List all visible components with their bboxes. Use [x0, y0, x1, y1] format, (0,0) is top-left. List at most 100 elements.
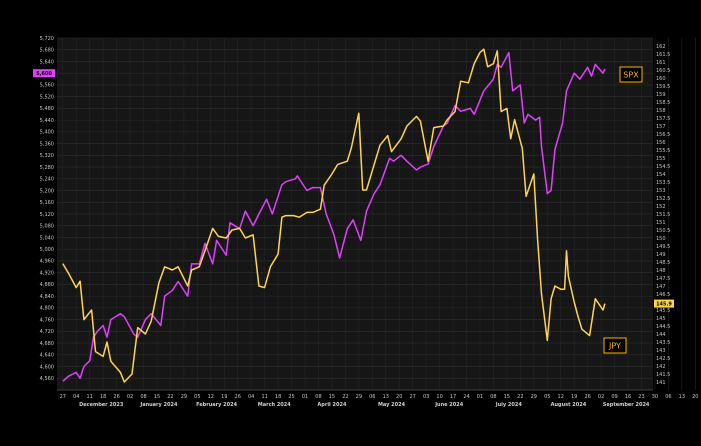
left-axis-tick-label: 5,280 [40, 165, 54, 171]
legend-tag-box-spx [619, 66, 643, 83]
x-axis-day-label: 22 [517, 394, 523, 400]
x-axis: 27 04 11 18 26 02 08 15 22 29 05 12 19 26 04 11 18 25 01 08… [57, 389, 698, 408]
x-axis-day-label: 20 [396, 394, 402, 400]
x-axis-day-label: 13 [679, 394, 685, 400]
right-axis-tick-label: 145 [656, 316, 666, 322]
right-axis-tick-label: 143 [656, 348, 666, 354]
right-axis-tick-label: 149.5 [656, 244, 670, 250]
right-axis-tick-label: 156 [656, 140, 666, 146]
x-axis-day-label: 11 [261, 394, 267, 400]
x-axis-day-label: 20 [692, 394, 698, 400]
x-axis-month-label: September 2024 [603, 402, 650, 408]
left-axis-tick-label: 5,480 [40, 106, 54, 112]
right-axis-tick-label: 145.5 [656, 308, 670, 314]
left-axis-tick-label: 5,080 [40, 224, 54, 230]
x-axis-day-label: 05 [194, 394, 200, 400]
right-axis-tick-label: 162 [656, 44, 666, 50]
right-axis-tick-label: 158.5 [656, 100, 670, 106]
right-axis-tick-label: 144 [656, 332, 666, 338]
series-line-spx [62, 51, 606, 382]
x-axis-day-label: 04 [73, 394, 79, 400]
right-current-value-box [654, 299, 674, 308]
left-axis-tick-label: 5,240 [40, 177, 54, 183]
x-axis-month-label: January 2024 [139, 402, 178, 408]
right-axis-tick-label: 160.5 [656, 68, 670, 74]
x-axis-day-label: 27 [409, 394, 415, 400]
x-axis-day-label: 04 [248, 394, 254, 400]
left-axis-tick-label: 4,920 [40, 270, 54, 276]
left-axis-tick-label: 5,160 [40, 200, 54, 206]
x-axis-month-label: March 2024 [258, 402, 292, 408]
right-axis-tick-label: 161.5 [656, 52, 670, 58]
left-axis-tick-label: 5,400 [40, 130, 54, 136]
legend-tags: SPX JPY [603, 66, 643, 354]
x-axis-day-label: 29 [181, 394, 187, 400]
x-axis-month-label: May 2024 [378, 402, 406, 408]
left-axis-tick-label: 4,640 [40, 353, 54, 359]
right-axis-tick-label: 150.5 [656, 228, 670, 234]
right-axis-tick-label: 156.5 [656, 132, 670, 138]
left-axis-tick-label: 4,680 [40, 341, 54, 347]
left-axis-tick-label: 4,840 [40, 294, 54, 300]
left-axis-tick-label: 5,680 [40, 48, 54, 54]
left-axis-tick-label: 5,360 [40, 141, 54, 147]
right-axis-tick-label: 142.5 [656, 356, 670, 362]
legend-tag-label-spx: SPX [623, 71, 639, 80]
right-axis-tick-label: 157 [656, 124, 666, 130]
x-axis-month-label: June 2024 [434, 402, 464, 408]
x-axis-month-label: December 2023 [79, 402, 124, 408]
left-current-value-label: 5,600 [36, 71, 52, 77]
x-axis-day-label: 01 [302, 394, 308, 400]
x-axis-day-label: 19 [571, 394, 577, 400]
left-axis-tick-label: 5,320 [40, 153, 54, 159]
left-axis-tick-label: 5,200 [40, 188, 54, 194]
x-axis-day-label: 26 [235, 394, 241, 400]
x-axis-day-label: 27 [60, 394, 66, 400]
x-axis-day-label: 19 [221, 394, 227, 400]
x-axis-day-label: 15 [154, 394, 160, 400]
x-axis-day-label: 29 [531, 394, 537, 400]
x-axis-day-label: 12 [208, 394, 214, 400]
x-axis-day-label: 11 [86, 394, 92, 400]
right-axis: 141 141.5 142 142.5 143 143.5 144 144.5 145 145.5… [654, 44, 674, 386]
x-axis-day-label: 26 [113, 394, 119, 400]
x-axis-day-label: 06 [369, 394, 375, 400]
right-axis-tick-label: 150 [656, 236, 666, 242]
x-axis-day-label: 03 [423, 394, 429, 400]
right-axis-tick-label: 152.5 [656, 196, 670, 202]
right-axis-tick-label: 155 [656, 156, 666, 162]
x-axis-day-label: 02 [127, 394, 133, 400]
left-axis-tick-label: 5,720 [40, 36, 54, 42]
x-axis-day-label: 05 [544, 394, 550, 400]
right-axis-tick-label: 147 [656, 284, 666, 290]
x-axis-day-label: 02 [598, 394, 604, 400]
left-axis-tick-label: 5,440 [40, 118, 54, 124]
x-axis-day-label: 06 [665, 394, 671, 400]
right-axis-tick-label: 144.5 [656, 324, 670, 330]
right-current-value-label: 145.9 [656, 302, 672, 308]
left-axis-tick-label: 4,600 [40, 364, 54, 370]
left-axis: 4,560 4,600 4,640 4,680 4,720 4,760 4,800 4,840… [33, 36, 55, 382]
x-axis-day-label: 17 [450, 394, 456, 400]
right-axis-tick-label: 141.5 [656, 372, 670, 378]
x-axis-day-label: 15 [504, 394, 510, 400]
x-axis-day-label: 29 [356, 394, 362, 400]
x-axis-day-label: 13 [383, 394, 389, 400]
x-axis-day-label: 30 [652, 394, 658, 400]
x-axis-day-label: 22 [342, 394, 348, 400]
right-axis-tick-label: 148 [656, 268, 666, 274]
x-axis-day-label: 12 [558, 394, 564, 400]
left-axis-tick-label: 5,520 [40, 94, 54, 100]
left-axis-tick-label: 5,640 [40, 59, 54, 65]
right-axis-tick-label: 151.5 [656, 212, 670, 218]
x-axis-day-label: 18 [100, 394, 106, 400]
right-axis-tick-label: 146.5 [656, 292, 670, 298]
x-axis-day-label: 08 [140, 394, 146, 400]
x-axis-day-label: 26 [584, 394, 590, 400]
right-axis-tick-label: 152 [656, 204, 666, 210]
x-axis-day-label: 15 [329, 394, 335, 400]
left-axis-tick-label: 4,720 [40, 329, 54, 335]
right-axis-tick-label: 155.5 [656, 148, 670, 154]
right-axis-tick-label: 147.5 [656, 276, 670, 282]
